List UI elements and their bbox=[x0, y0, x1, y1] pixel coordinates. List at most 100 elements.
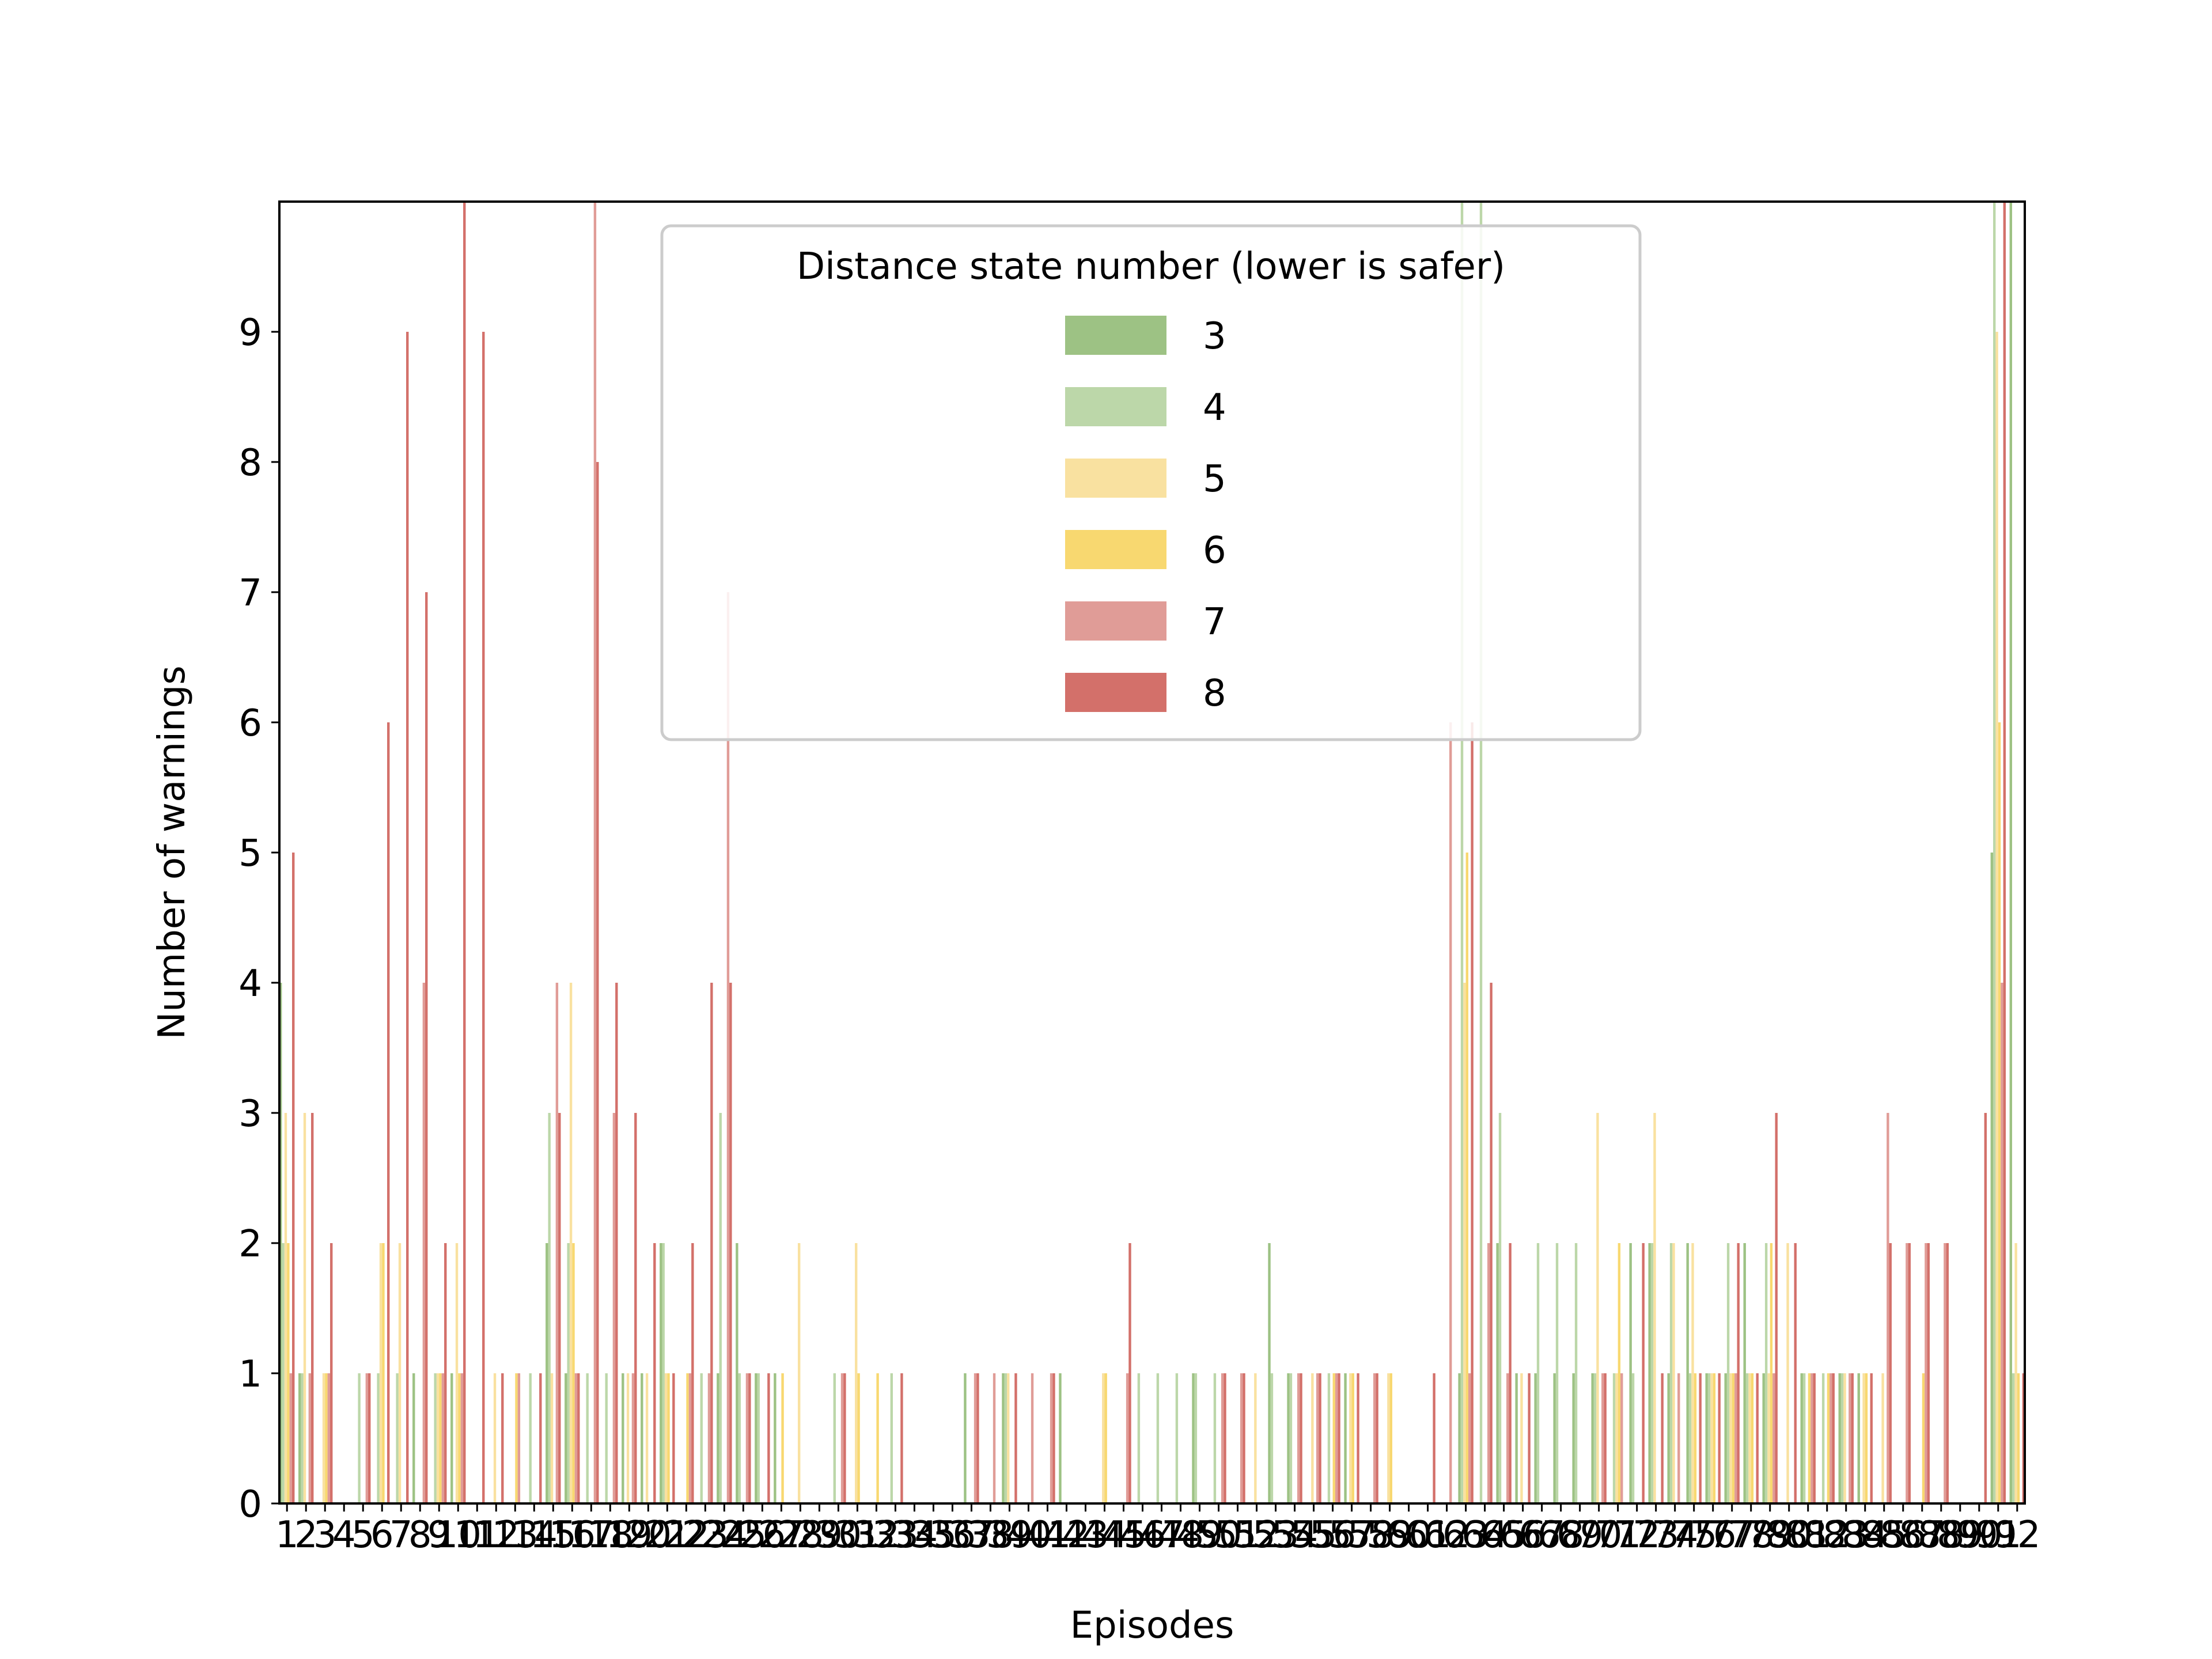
bar-series-8-ep-45 bbox=[1128, 1243, 1131, 1503]
bar-series-8-ep-80 bbox=[1794, 1243, 1797, 1503]
x-tick-label: 39 bbox=[986, 1514, 1033, 1556]
bar-series-6-ep-16 bbox=[572, 1243, 575, 1503]
bar-series-4-ep-64 bbox=[1479, 202, 1483, 1503]
bars-layer bbox=[279, 202, 2025, 1503]
bar-series-8-ep-41 bbox=[1052, 1373, 1055, 1503]
bar-series-8-ep-18 bbox=[615, 983, 618, 1503]
bar-series-8-ep-3 bbox=[330, 1243, 333, 1503]
x-tick-label: 50 bbox=[1195, 1514, 1242, 1556]
bar-series-8-ep-56 bbox=[1338, 1373, 1340, 1503]
bar-series-4-ep-30 bbox=[833, 1373, 836, 1503]
bar-series-8-ep-39 bbox=[1014, 1373, 1017, 1503]
bar-series-7-ep-45 bbox=[1126, 1373, 1129, 1503]
bar-series-3-ep-75 bbox=[1686, 1243, 1689, 1503]
x-tick-label: 52 bbox=[1233, 1514, 1280, 1556]
bar-series-7-ep-71 bbox=[1620, 1373, 1623, 1503]
x-tick-label: 72 bbox=[1613, 1514, 1660, 1556]
bar-series-7-ep-81 bbox=[1810, 1373, 1813, 1503]
bar-series-8-ep-77 bbox=[1737, 1243, 1740, 1503]
bar-series-5-ep-6 bbox=[379, 1243, 382, 1503]
bar-series-4-ep-6 bbox=[377, 1373, 380, 1503]
x-tick-label: 45 bbox=[1100, 1514, 1147, 1556]
bar-series-3-ep-76 bbox=[1705, 1373, 1708, 1503]
bar-series-4-ep-53 bbox=[1270, 1373, 1274, 1503]
bar-series-5-ep-3 bbox=[322, 1373, 325, 1503]
x-tick-label: 73 bbox=[1633, 1514, 1679, 1556]
x-tick-label: 84 bbox=[1842, 1514, 1888, 1556]
x-tick-label: 9 bbox=[427, 1514, 451, 1556]
x-tick-label: 38 bbox=[967, 1514, 1014, 1556]
bar-series-8-ep-8 bbox=[425, 592, 428, 1503]
bar-series-7-ep-38 bbox=[993, 1373, 996, 1503]
bar-series-7-ep-54 bbox=[1297, 1373, 1300, 1503]
bar-series-8-ep-85 bbox=[1889, 1243, 1892, 1503]
bar-series-8-ep-51 bbox=[1243, 1373, 1245, 1503]
legend-label-8: 8 bbox=[1203, 672, 1226, 715]
bar-series-3-ep-2 bbox=[298, 1373, 301, 1503]
bar-series-4-ep-46 bbox=[1137, 1373, 1141, 1503]
bar-series-7-ep-55 bbox=[1316, 1373, 1319, 1503]
bar-series-4-ep-65 bbox=[1498, 1113, 1502, 1503]
legend-label-3: 3 bbox=[1203, 315, 1226, 358]
bar-series-5-ep-19 bbox=[626, 1373, 630, 1503]
bar-series-3-ep-10 bbox=[450, 1373, 453, 1503]
bar-series-7-ep-83 bbox=[1849, 1373, 1851, 1503]
bar-series-4-ep-2 bbox=[301, 1373, 304, 1503]
x-tick-label: 15 bbox=[530, 1514, 577, 1556]
bar-series-8-ep-15 bbox=[558, 1113, 561, 1503]
bar-series-4-ep-21 bbox=[662, 1243, 665, 1503]
bar-series-5-ep-74 bbox=[1672, 1243, 1675, 1503]
bar-series-8-ep-83 bbox=[1851, 1373, 1854, 1503]
bar-series-6-ep-87 bbox=[1922, 1373, 1925, 1503]
bar-series-3-ep-49 bbox=[1192, 1373, 1195, 1503]
bar-series-5-ep-15 bbox=[550, 1373, 554, 1503]
bar-series-5-ep-70 bbox=[1596, 1113, 1599, 1503]
legend-swatch-3 bbox=[1065, 316, 1166, 355]
bar-series-5-ep-80 bbox=[1786, 1243, 1789, 1503]
bar-series-6-ep-84 bbox=[1865, 1373, 1868, 1503]
bar-series-5-ep-9 bbox=[436, 1373, 440, 1503]
bar-series-8-ep-66 bbox=[1528, 1373, 1531, 1503]
bar-series-4-ep-82 bbox=[1821, 1373, 1825, 1503]
bar-series-7-ep-3 bbox=[327, 1373, 331, 1503]
x-tick-label: 6 bbox=[370, 1514, 394, 1556]
bar-series-8-ep-75 bbox=[1699, 1373, 1702, 1503]
bar-series-7-ep-25 bbox=[745, 1373, 749, 1503]
bar-series-5-ep-21 bbox=[664, 1373, 668, 1503]
bar-series-5-ep-10 bbox=[455, 1243, 459, 1503]
x-tick-label: 31 bbox=[834, 1514, 881, 1556]
x-tick-label: 69 bbox=[1556, 1514, 1603, 1556]
bar-series-6-ep-22 bbox=[686, 1373, 689, 1503]
x-tick-label: 89 bbox=[1937, 1514, 1983, 1556]
bar-series-5-ep-52 bbox=[1254, 1373, 1257, 1503]
bar-series-7-ep-2 bbox=[308, 1373, 312, 1503]
bar-series-6-ep-59 bbox=[1389, 1373, 1392, 1503]
bar-series-7-ep-40 bbox=[1031, 1373, 1034, 1503]
bar-series-8-ep-70 bbox=[1604, 1373, 1607, 1503]
bar-series-4-ep-16 bbox=[567, 1243, 570, 1503]
bar-series-8-ep-64 bbox=[1490, 983, 1493, 1503]
x-tick-label: 11 bbox=[454, 1514, 501, 1556]
bar-series-8-ep-61 bbox=[1433, 1373, 1435, 1503]
bar-series-5-ep-83 bbox=[1843, 1373, 1846, 1503]
bar-series-5-ep-92 bbox=[2014, 1243, 2017, 1503]
bar-series-4-ep-33 bbox=[890, 1373, 893, 1503]
bar-series-5-ep-39 bbox=[1007, 1373, 1010, 1503]
bar-series-3-ep-24 bbox=[717, 1373, 719, 1503]
bar-series-4-ep-24 bbox=[719, 1113, 722, 1503]
y-tick-label: 5 bbox=[238, 832, 262, 875]
bar-series-3-ep-26 bbox=[755, 1373, 757, 1503]
bar-series-5-ep-76 bbox=[1710, 1373, 1713, 1503]
x-tick-label: 48 bbox=[1157, 1514, 1204, 1556]
bar-series-3-ep-67 bbox=[1534, 1373, 1537, 1503]
bar-series-5-ep-85 bbox=[1881, 1373, 1884, 1503]
x-tick-label: 92 bbox=[1994, 1514, 2040, 1556]
x-tick-label: 44 bbox=[1081, 1514, 1128, 1556]
bar-series-4-ep-1 bbox=[282, 1243, 285, 1503]
x-tick-label: 85 bbox=[1861, 1514, 1907, 1556]
bar-series-5-ep-16 bbox=[569, 983, 573, 1503]
bar-series-6-ep-57 bbox=[1351, 1373, 1354, 1503]
plot-frame bbox=[278, 200, 2026, 1505]
x-tick-label: 29 bbox=[796, 1514, 843, 1556]
